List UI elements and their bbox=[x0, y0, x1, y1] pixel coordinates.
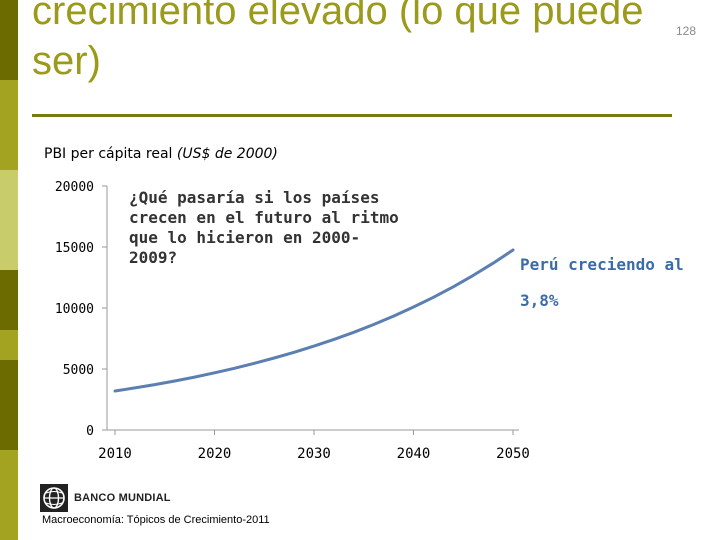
sidebar-block bbox=[0, 270, 18, 330]
logo-text: BANCO MUNDIAL bbox=[74, 492, 171, 504]
sidebar-block bbox=[0, 330, 18, 360]
sidebar-decoration bbox=[0, 0, 18, 540]
annotation-peru: Perú creciendo al 3,8% bbox=[520, 255, 684, 310]
title-rule bbox=[32, 114, 672, 117]
sidebar-block bbox=[0, 0, 18, 80]
y-tick-label: 20000 bbox=[55, 180, 94, 195]
chart-title-text: PBI per cápita real bbox=[44, 146, 173, 162]
sidebar-block bbox=[0, 360, 18, 450]
x-tick-label: 2020 bbox=[198, 446, 232, 462]
x-tick-label: 2050 bbox=[496, 446, 530, 462]
slide-title: crecimiento elevado (lo que puede ser) bbox=[32, 0, 644, 83]
globe-icon bbox=[40, 484, 68, 512]
y-tick-label: 0 bbox=[86, 424, 94, 439]
y-tick-label: 15000 bbox=[55, 241, 94, 256]
y-tick-label: 5000 bbox=[63, 363, 94, 378]
series-line bbox=[113, 248, 515, 393]
sidebar-block bbox=[0, 80, 18, 170]
chart-title: PBI per cápita real (US$ de 2000) bbox=[44, 146, 278, 162]
chart-title-unit: (US$ de 2000) bbox=[176, 146, 278, 162]
x-tick-label: 2010 bbox=[98, 446, 132, 462]
x-tick-label: 2030 bbox=[297, 446, 331, 462]
x-tick-label: 2040 bbox=[397, 446, 431, 462]
page-number: 128 bbox=[676, 24, 697, 38]
footer-text: Macroeconomía: Tópicos de Crecimiento-20… bbox=[42, 514, 270, 526]
sidebar-block bbox=[0, 450, 18, 540]
y-tick-label: 10000 bbox=[55, 302, 94, 317]
annotation-question: ¿Qué pasaría si los países crecen en el … bbox=[129, 188, 399, 267]
banco-mundial-logo: BANCO MUNDIAL bbox=[40, 484, 171, 512]
sidebar-block bbox=[0, 170, 18, 270]
